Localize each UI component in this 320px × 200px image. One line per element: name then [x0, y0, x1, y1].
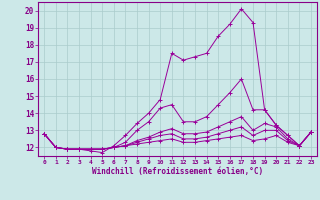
X-axis label: Windchill (Refroidissement éolien,°C): Windchill (Refroidissement éolien,°C) — [92, 167, 263, 176]
